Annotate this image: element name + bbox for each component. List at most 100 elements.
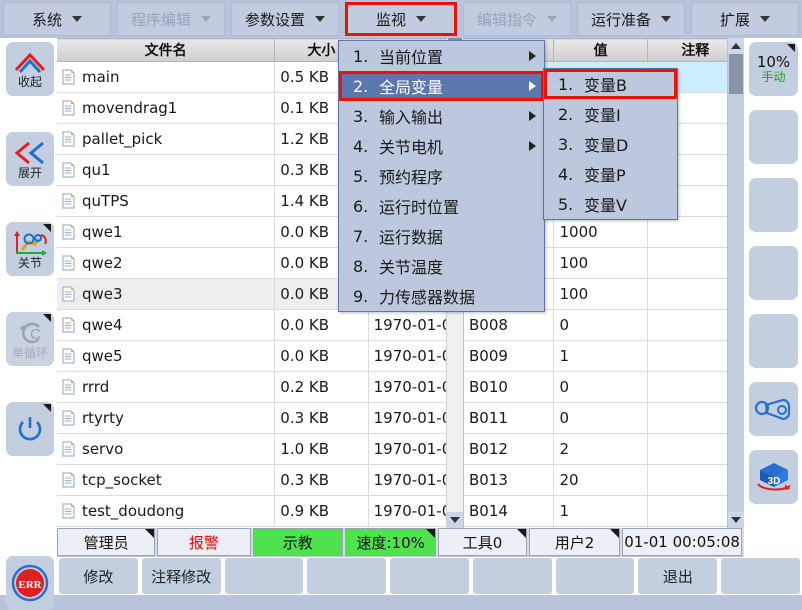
monitor-menu-item[interactable]: 2. 全局变量 <box>339 71 544 101</box>
monitor-menu-item[interactable]: 3. 输入输出 <box>339 101 544 131</box>
menu-item-edit-instruction[interactable]: 编辑指令 <box>463 2 571 36</box>
table-row[interactable]: B009 1 <box>464 340 744 372</box>
variable-value-cell[interactable]: 1 <box>553 495 648 527</box>
variable-value-cell[interactable]: 20 <box>553 464 648 496</box>
monitor-menu-item[interactable]: 4. 关节电机 <box>339 131 544 161</box>
table-row[interactable]: B013 20 <box>464 464 744 496</box>
file-size-cell[interactable]: 0.0 KB <box>274 309 369 341</box>
variable-no-cell[interactable]: B009 <box>464 340 555 372</box>
toolbar-button-blank-3[interactable] <box>224 558 304 594</box>
global-variable-menu-item[interactable]: 2. 变量I <box>544 99 677 129</box>
sidebar-button-collapse[interactable]: 收起 <box>6 42 54 96</box>
variable-no-cell[interactable]: B013 <box>464 464 555 496</box>
toolbar-button-modify[interactable]: 修改 <box>59 558 138 594</box>
file-name-cell[interactable]: tcp_socket <box>57 464 276 496</box>
file-size-cell[interactable]: 0.9 KB <box>274 495 369 527</box>
sidebar-button-power[interactable] <box>6 402 54 456</box>
monitor-menu-item[interactable]: 8. 关节温度 <box>339 251 544 281</box>
file-size-cell[interactable]: 0.3 KB <box>274 464 369 496</box>
table-row[interactable]: B010 0 <box>464 371 744 403</box>
scrollbar-thumb[interactable] <box>729 54 743 94</box>
scroll-up-arrow[interactable] <box>728 38 744 54</box>
global-variable-menu-item[interactable]: 1. 变量B <box>544 69 677 99</box>
file-name-cell[interactable]: main <box>57 61 276 93</box>
file-name-cell[interactable]: servo <box>57 433 276 465</box>
right-button-blank-3[interactable] <box>749 246 798 300</box>
menu-item-extension[interactable]: 扩展 <box>691 2 799 36</box>
file-size-cell[interactable]: 0.2 KB <box>274 371 369 403</box>
variable-no-cell[interactable]: B011 <box>464 402 555 434</box>
file-name-cell[interactable]: movendrag1 <box>57 92 276 124</box>
file-name-cell[interactable]: rtyrty <box>57 402 276 434</box>
variable-value-cell[interactable]: 0 <box>553 402 648 434</box>
variable-value-cell[interactable]: 1 <box>553 340 648 372</box>
toolbar-button-blank-7[interactable] <box>555 558 635 594</box>
variable-value-cell[interactable]: 100 <box>553 278 648 310</box>
right-button-speed-mode[interactable]: 10% 手动 <box>749 42 798 96</box>
variable-no-cell[interactable]: B014 <box>464 495 555 527</box>
table-row[interactable]: B012 2 <box>464 433 744 465</box>
monitor-menu-item[interactable]: 6. 运行时位置 <box>339 191 544 221</box>
variable-no-cell[interactable]: B012 <box>464 433 555 465</box>
file-size-cell[interactable]: 1.0 KB <box>274 433 369 465</box>
menu-item-monitor[interactable]: 监视 <box>345 2 457 36</box>
right-button-blank-2[interactable] <box>749 178 798 232</box>
right-button-blank-4[interactable] <box>749 314 798 368</box>
toolbar-button-blank-6[interactable] <box>472 558 552 594</box>
file-name-cell[interactable]: test_doudong <box>57 495 276 527</box>
menu-item-program-edit[interactable]: 程序编辑 <box>117 2 225 36</box>
variable-list-scrollbar[interactable] <box>727 38 744 528</box>
sidebar-button-joint-coordinate[interactable]: 关节 <box>6 222 54 276</box>
scroll-down-arrow[interactable] <box>447 512 463 528</box>
variable-value-cell[interactable]: 0 <box>553 309 648 341</box>
table-row[interactable]: B011 0 <box>464 402 744 434</box>
right-button-blank-1[interactable] <box>749 110 798 164</box>
menu-item-run-preparation[interactable]: 运行准备 <box>577 2 685 36</box>
menu-item-parameter-settings[interactable]: 参数设置 <box>231 2 339 36</box>
monitor-menu-item[interactable]: 7. 运行数据 <box>339 221 544 251</box>
toolbar-button-blank-4[interactable] <box>307 558 387 594</box>
file-name-cell[interactable]: qu1 <box>57 154 276 186</box>
file-size-cell[interactable]: 0.0 KB <box>274 340 369 372</box>
global-variable-menu-item[interactable]: 4. 变量P <box>544 159 677 189</box>
file-name-cell[interactable]: qwe3 <box>57 278 276 310</box>
variable-value-cell[interactable]: 100 <box>553 247 648 279</box>
variable-column-value[interactable]: 值 <box>553 38 648 62</box>
variable-value-cell[interactable]: 0 <box>553 371 648 403</box>
scroll-down-arrow[interactable] <box>728 512 744 528</box>
table-row[interactable]: B014 1 <box>464 495 744 527</box>
menu-item-system[interactable]: 系统 <box>3 2 111 36</box>
file-size-cell[interactable]: 0.3 KB <box>274 402 369 434</box>
variable-value-cell[interactable]: 2 <box>553 433 648 465</box>
sidebar-button-expand[interactable]: 展开 <box>6 132 54 186</box>
right-button-3d-view[interactable]: 3D <box>749 450 798 504</box>
status-alarm[interactable]: 报警 <box>157 528 251 556</box>
file-name-cell[interactable]: rrrd <box>57 371 276 403</box>
monitor-menu-item[interactable]: 1. 当前位置 <box>339 41 544 71</box>
file-name-cell[interactable]: quTPS <box>57 185 276 217</box>
file-name-cell[interactable]: qwe5 <box>57 340 276 372</box>
variable-no-cell[interactable]: B010 <box>464 371 555 403</box>
variable-value-cell[interactable]: 0 <box>553 526 648 528</box>
monitor-menu-item[interactable]: 5. 预约程序 <box>339 161 544 191</box>
sidebar-button-single-cycle[interactable]: C 单循环 <box>6 312 54 366</box>
file-name-cell[interactable]: qwe1 <box>57 216 276 248</box>
right-button-teach-pendant[interactable] <box>749 382 798 436</box>
file-name-cell[interactable]: pallet_pick <box>57 123 276 155</box>
status-teach-mode[interactable]: 示教 <box>252 528 343 556</box>
variable-value-cell[interactable]: 1000 <box>553 216 648 248</box>
status-speed[interactable]: 速度:10% <box>344 528 437 556</box>
toolbar-button-blank-9[interactable] <box>721 558 801 594</box>
variable-no-cell[interactable]: B015 <box>464 526 555 528</box>
file-name-cell[interactable]: qwe4 <box>57 309 276 341</box>
global-variable-menu-item[interactable]: 5. 变量V <box>544 189 677 219</box>
toolbar-button-exit[interactable]: 退出 <box>638 558 718 594</box>
toolbar-button-edit-comment[interactable]: 注释修改 <box>141 558 221 594</box>
